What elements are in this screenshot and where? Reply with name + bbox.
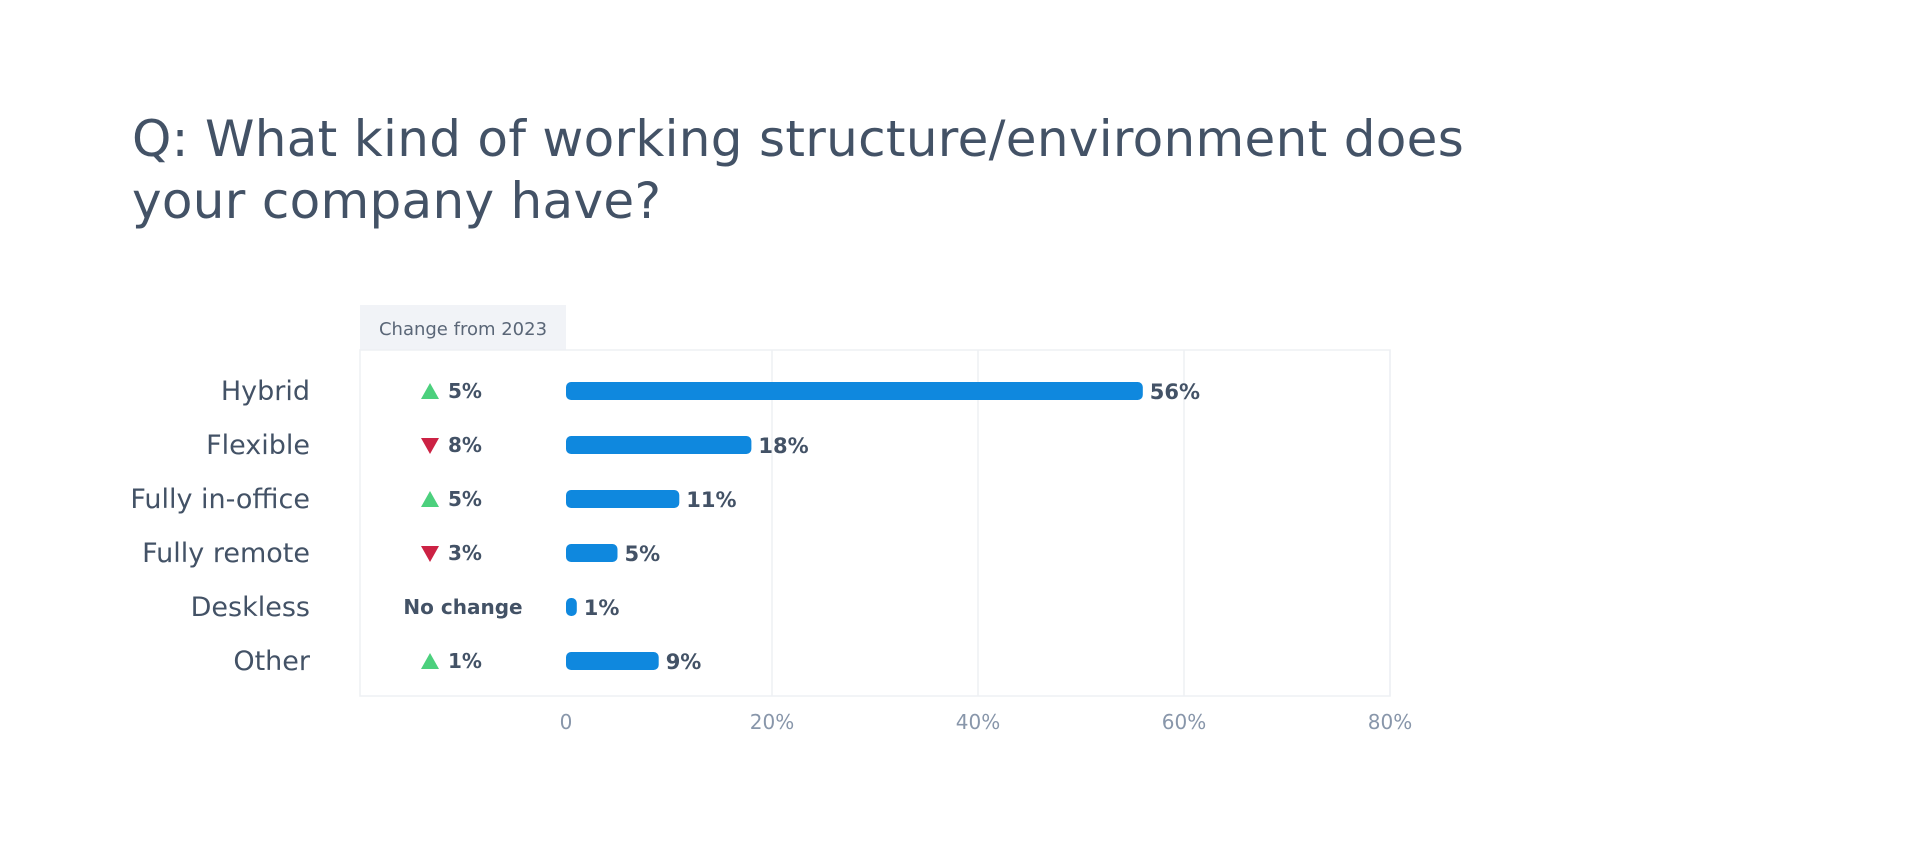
category-label: Flexible (206, 430, 310, 461)
change-label: 5% (448, 487, 482, 511)
bar (566, 598, 577, 616)
change-label: No change (403, 595, 522, 619)
change-label: 8% (448, 433, 482, 457)
question-title: Q: What kind of working structure/enviro… (132, 110, 1465, 230)
bar (566, 436, 752, 454)
category-label: Other (233, 646, 311, 677)
x-tick-label: 80% (1368, 710, 1412, 734)
value-label: 5% (625, 542, 661, 566)
x-tick-label: 60% (1162, 710, 1206, 734)
category-label: Fully remote (142, 538, 310, 569)
change-label: 5% (448, 379, 482, 403)
x-tick-label: 20% (750, 710, 794, 734)
value-label: 56% (1150, 380, 1200, 404)
change-column-header-bg (360, 305, 566, 350)
up-arrow-icon (421, 653, 439, 669)
up-arrow-icon (421, 383, 439, 399)
category-label: Hybrid (221, 376, 310, 407)
down-arrow-icon (421, 546, 439, 562)
x-tick-label: 40% (956, 710, 1000, 734)
change-label: 3% (448, 541, 482, 565)
change-column-header: Change from 2023 (379, 319, 547, 340)
up-arrow-icon (421, 491, 439, 507)
value-label: 18% (758, 434, 808, 458)
bar (566, 652, 659, 670)
plot-frame (359, 349, 1391, 697)
change-label: 1% (448, 649, 482, 673)
category-label: Deskless (191, 592, 310, 623)
x-tick-label: 0 (560, 710, 573, 734)
bar (566, 490, 680, 508)
bar (566, 382, 1143, 400)
value-label: 9% (666, 650, 702, 674)
value-label: 11% (686, 488, 736, 512)
category-label: Fully in-office (130, 484, 310, 515)
bar (566, 544, 618, 562)
value-label: 1% (584, 596, 620, 620)
down-arrow-icon (421, 438, 439, 454)
